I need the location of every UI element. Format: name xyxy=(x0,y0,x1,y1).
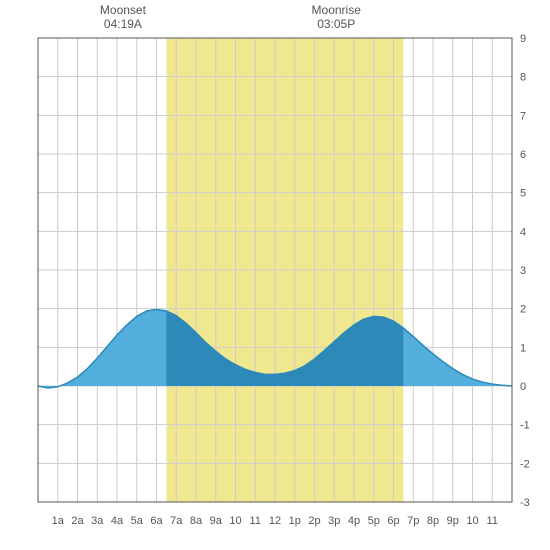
x-tick-label: 4p xyxy=(348,515,360,527)
y-tick-label: 8 xyxy=(520,72,526,84)
moon-event-title: Moonset xyxy=(100,3,147,17)
y-tick-label: 7 xyxy=(520,110,526,122)
x-tick-label: 1a xyxy=(52,515,65,527)
moon-event-time: 03:05P xyxy=(317,17,355,31)
y-tick-label: 4 xyxy=(520,226,526,238)
x-tick-label: 6a xyxy=(150,515,163,527)
moon-event-time: 04:19A xyxy=(104,17,142,31)
x-tick-label: 4a xyxy=(111,515,124,527)
y-tick-label: -2 xyxy=(520,458,530,470)
x-tick-label: 5p xyxy=(368,515,380,527)
y-tick-label: 9 xyxy=(520,33,526,45)
y-tick-label: 0 xyxy=(520,381,526,393)
x-tick-label: 1p xyxy=(289,515,301,527)
x-tick-label: 9p xyxy=(447,515,459,527)
x-tick-label: 2p xyxy=(308,515,320,527)
x-tick-label: 5a xyxy=(131,515,144,527)
x-tick-label: 9a xyxy=(210,515,223,527)
x-tick-label: 11 xyxy=(250,515,261,527)
y-tick-label: -3 xyxy=(520,497,530,509)
y-tick-label: 1 xyxy=(520,342,526,354)
x-tick-label: 8a xyxy=(190,515,203,527)
x-tick-label: 3a xyxy=(91,515,104,527)
y-tick-label: 3 xyxy=(520,265,526,277)
x-tick-label: 8p xyxy=(427,515,439,527)
y-tick-label: -1 xyxy=(520,420,530,432)
x-tick-label: 12 xyxy=(269,515,281,527)
y-tick-label: 6 xyxy=(520,149,526,161)
y-tick-label: 5 xyxy=(520,188,526,200)
x-tick-label: 10 xyxy=(466,515,478,527)
x-tick-label: 3p xyxy=(328,515,340,527)
x-tick-label: 6p xyxy=(387,515,399,527)
x-axis-labels: 1a 2a 3a 4a 5a 6a 7a 8a 9a 10 11 12 1p 2p 3p 4p 5p 6p 7p 8p… xyxy=(52,515,498,527)
x-tick-label: 11 xyxy=(487,515,498,527)
x-tick-label: 7a xyxy=(170,515,183,527)
tide-chart: 1a2a3a4a5a6a7a8a9a1011121p2p3p4p5p6p7p8p… xyxy=(0,0,550,550)
y-tick-label: 2 xyxy=(520,304,526,316)
x-tick-label: 7p xyxy=(407,515,419,527)
x-tick-label: 10 xyxy=(229,515,241,527)
moon-event-title: Moonrise xyxy=(312,3,362,17)
x-tick-label: 2a xyxy=(71,515,84,527)
